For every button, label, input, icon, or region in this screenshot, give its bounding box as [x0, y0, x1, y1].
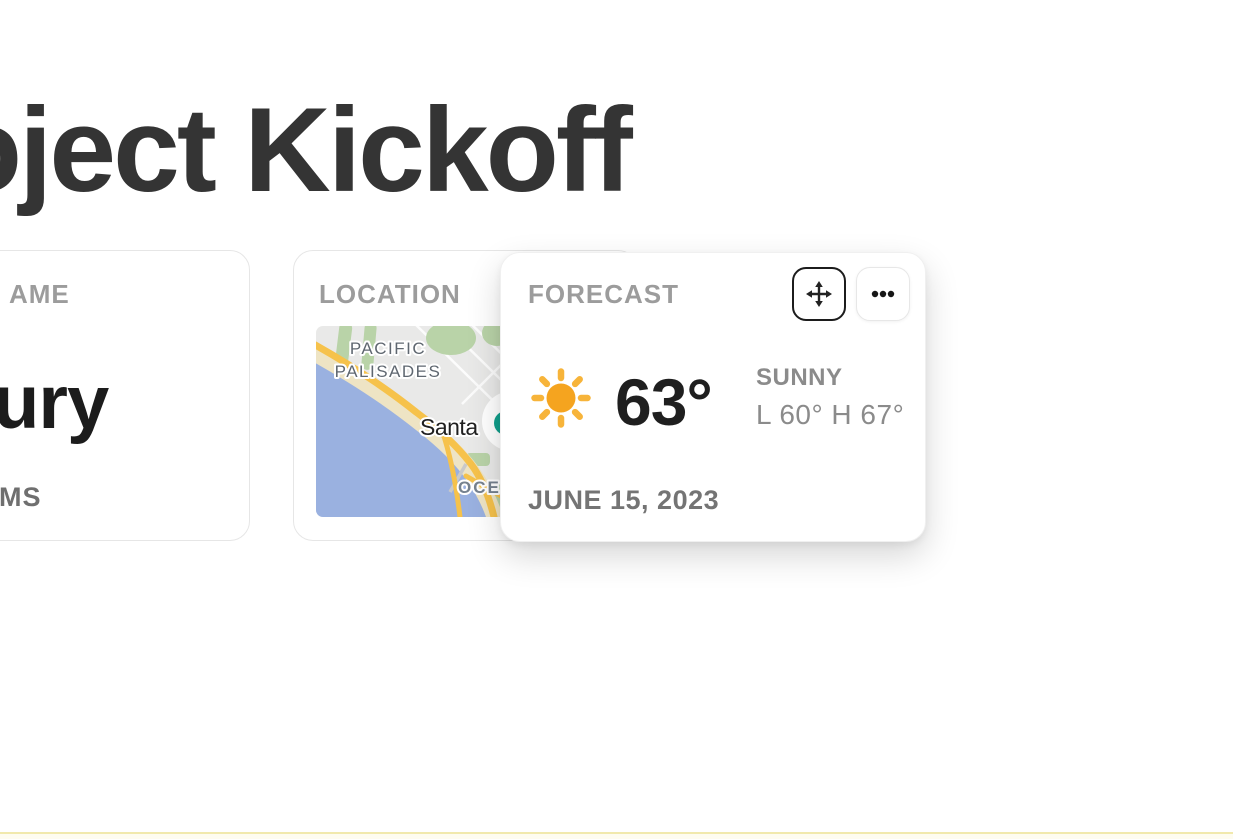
map-beach [316, 342, 503, 517]
bottom-callout-edge [0, 832, 1233, 839]
map-label-area-line1: PACIFIC [350, 339, 426, 358]
temperature-value: 63° [615, 365, 713, 439]
forecast-date: JUNE 15, 2023 [528, 485, 720, 515]
forecast-card-label: FORECAST [528, 279, 679, 309]
name-card-label: AME [9, 279, 70, 309]
more-button[interactable] [856, 267, 910, 321]
name-card-footer: MS [0, 482, 42, 512]
map-pier [448, 463, 468, 493]
name-card-value: ury [0, 360, 109, 445]
low-high-label: L 60° H 67° [756, 399, 905, 430]
sun-icon [529, 365, 593, 434]
map-label-city: Santa [420, 414, 478, 440]
page-title: Project Kickoff [0, 83, 633, 218]
map-water [316, 363, 486, 517]
map-highway [316, 341, 498, 517]
map-label-district: OCE [458, 478, 501, 497]
map-label-area-line2: PALISADES [335, 362, 442, 381]
map-road-fork [439, 427, 463, 517]
condition-label: SUNNY [756, 364, 843, 391]
ellipsis-icon [871, 290, 895, 298]
location-card-label: LOCATION [319, 279, 461, 309]
move-button[interactable] [792, 267, 846, 321]
move-arrows-icon [806, 281, 832, 307]
name-card[interactable]: AME ury MS [0, 250, 250, 541]
forecast-card[interactable]: FORECAST [500, 252, 926, 542]
